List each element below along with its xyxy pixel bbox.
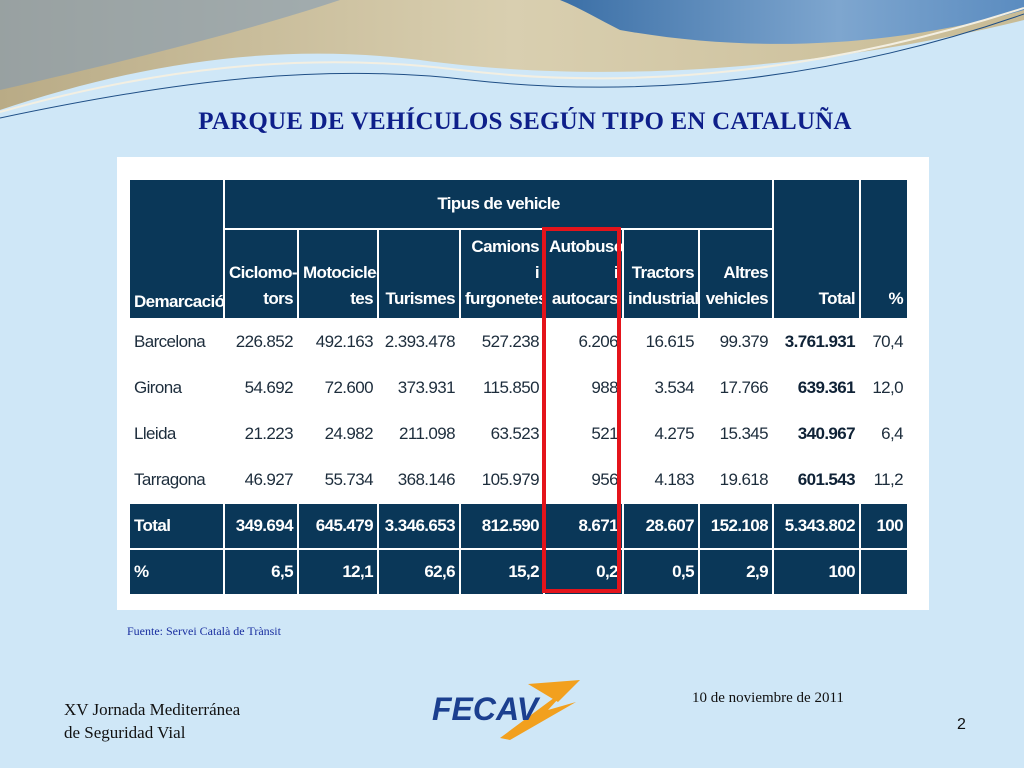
cell-altres: 17.766 xyxy=(697,364,775,412)
header-tractors: Tractorsindustrials xyxy=(622,228,700,320)
header-wave-decoration xyxy=(0,0,1024,119)
header-ciclomotors: Ciclomo-tors xyxy=(223,228,299,320)
header-altres: Altres vehicles xyxy=(697,228,775,320)
cell-ciclomotors: 54.692 xyxy=(223,364,299,412)
cell-turismes: 2.393.478 xyxy=(377,318,461,366)
cell-turismes: 3.346.653 xyxy=(377,502,461,550)
cell-tractors: 28.607 xyxy=(622,502,700,550)
slide-title: PARQUE DE VEHÍCULOS SEGÚN TIPO EN CATALU… xyxy=(198,108,852,135)
cell-motocicletes: 72.600 xyxy=(297,364,379,412)
source-note: Fuente: Servei Català de Trànsit xyxy=(127,624,281,638)
header-demarcacio: Demarcació xyxy=(128,178,225,320)
cell-tractors: 3.534 xyxy=(622,364,700,412)
cell-altres: 99.379 xyxy=(697,318,775,366)
cell-total: 100 xyxy=(772,548,862,596)
cell-altres: 152.108 xyxy=(697,502,775,550)
cell-autobusos: 956 xyxy=(543,456,624,504)
fecav-logo-text: FECAV xyxy=(432,691,541,727)
footer-date: 10 de noviembre de 2011 xyxy=(692,690,844,706)
vehicle-table: Demarcació Tipus de vehicle Total % Cicl… xyxy=(128,178,910,596)
cell-altres: 15.345 xyxy=(697,410,775,458)
cell-altres: 19.618 xyxy=(697,456,775,504)
cell-total: 601.543 xyxy=(772,456,862,504)
footer-line-2: de Seguridad Vial xyxy=(64,723,186,742)
table-row: Lleida 21.223 24.982 211.098 63.523 521 … xyxy=(128,410,910,458)
header-camions: Camions i furgonetes xyxy=(459,228,545,320)
cell-total-label: Total xyxy=(128,502,225,550)
table-row: Tarragona 46.927 55.734 368.146 105.979 … xyxy=(128,456,910,504)
cell-camions: 63.523 xyxy=(459,410,545,458)
cell-turismes: 62,6 xyxy=(377,548,461,596)
cell-camions: 105.979 xyxy=(459,456,545,504)
header-total: Total xyxy=(772,178,862,320)
cell-autobusos: 6.206 xyxy=(543,318,624,366)
cell-percent: 100 xyxy=(859,502,910,550)
cell-motocicletes: 492.163 xyxy=(297,318,379,366)
header-tipus-de-vehicle: Tipus de vehicle xyxy=(222,178,775,230)
cell-turismes: 211.098 xyxy=(377,410,461,458)
cell-ciclomotors: 6,5 xyxy=(223,548,299,596)
cell-demarcacio: Tarragona xyxy=(128,456,225,504)
cell-percent: 11,2 xyxy=(859,456,910,504)
cell-demarcacio: Barcelona xyxy=(128,318,225,366)
cell-demarcacio: Lleida xyxy=(128,410,225,458)
percent-row: % 6,5 12,1 62,6 15,2 0,2 0,5 2,9 100 xyxy=(128,548,910,596)
cell-camions: 527.238 xyxy=(459,318,545,366)
cell-tractors: 16.615 xyxy=(622,318,700,366)
cell-autobusos: 521 xyxy=(543,410,624,458)
cell-total: 639.361 xyxy=(772,364,862,412)
cell-ciclomotors: 226.852 xyxy=(223,318,299,366)
table-row: Barcelona 226.852 492.163 2.393.478 527.… xyxy=(128,318,910,366)
header-percent: % xyxy=(859,178,910,320)
cell-tractors: 4.183 xyxy=(622,456,700,504)
cell-autobusos: 0,2 xyxy=(543,548,624,596)
cell-camions: 115.850 xyxy=(459,364,545,412)
cell-percent-label: % xyxy=(128,548,225,596)
cell-tractors: 4.275 xyxy=(622,410,700,458)
cell-altres: 2,9 xyxy=(697,548,775,596)
cell-demarcacio: Girona xyxy=(128,364,225,412)
cell-percent: 70,4 xyxy=(859,318,910,366)
cell-motocicletes: 55.734 xyxy=(297,456,379,504)
header-turismes: Turismes xyxy=(377,228,461,320)
cell-autobusos: 8.671 xyxy=(543,502,624,550)
cell-ciclomotors: 349.694 xyxy=(223,502,299,550)
total-row: Total 349.694 645.479 3.346.653 812.590 … xyxy=(128,502,910,550)
cell-percent xyxy=(859,548,910,596)
footer-event-name: XV Jornada Mediterránea de Seguridad Via… xyxy=(64,698,240,744)
header-autobusos: Autobusosi autocars xyxy=(543,228,624,320)
cell-ciclomotors: 21.223 xyxy=(223,410,299,458)
table-panel: Demarcació Tipus de vehicle Total % Cicl… xyxy=(117,157,929,610)
cell-total: 3.761.931 xyxy=(772,318,862,366)
cell-motocicletes: 24.982 xyxy=(297,410,379,458)
cell-ciclomotors: 46.927 xyxy=(223,456,299,504)
cell-total: 340.967 xyxy=(772,410,862,458)
table-row: Girona 54.692 72.600 373.931 115.850 988… xyxy=(128,364,910,412)
cell-turismes: 373.931 xyxy=(377,364,461,412)
cell-motocicletes: 12,1 xyxy=(297,548,379,596)
fecav-logo: FECAV xyxy=(432,680,580,740)
cell-total: 5.343.802 xyxy=(772,502,862,550)
cell-percent: 6,4 xyxy=(859,410,910,458)
cell-percent: 12,0 xyxy=(859,364,910,412)
cell-motocicletes: 645.479 xyxy=(297,502,379,550)
cell-camions: 15,2 xyxy=(459,548,545,596)
header-motocicletes: Motocicle-tes xyxy=(297,228,379,320)
page-number: 2 xyxy=(957,716,966,733)
cell-autobusos: 988 xyxy=(543,364,624,412)
cell-tractors: 0,5 xyxy=(622,548,700,596)
footer-line-1: XV Jornada Mediterránea xyxy=(64,700,241,719)
cell-turismes: 368.146 xyxy=(377,456,461,504)
cell-camions: 812.590 xyxy=(459,502,545,550)
